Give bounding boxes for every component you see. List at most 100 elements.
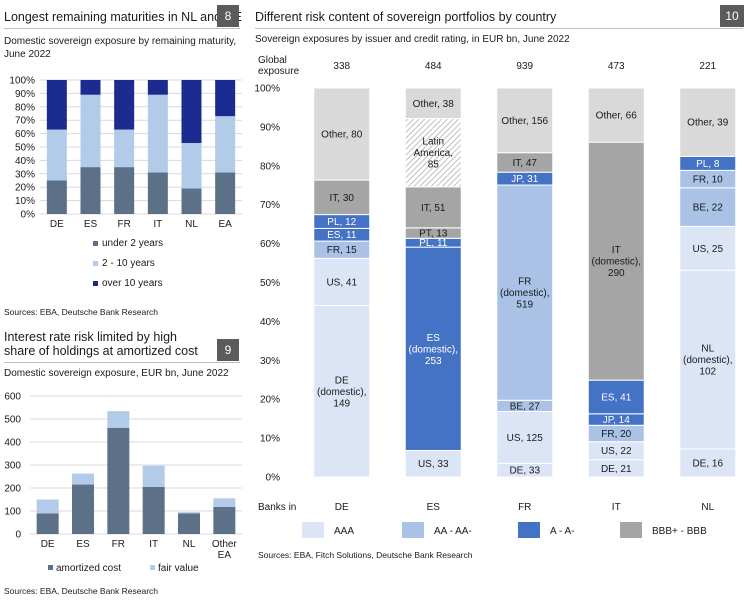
segment-label: PT, 13 — [419, 229, 448, 240]
segment-label: (domestic), — [683, 355, 732, 366]
y-tick-label: 30% — [15, 169, 35, 180]
global-exposure-value: 338 — [333, 61, 350, 72]
segment-label: Other, 66 — [596, 111, 638, 122]
bar-segment — [178, 513, 200, 534]
segment-label: DE — [335, 375, 349, 386]
y-tick-label: 0 — [15, 530, 21, 541]
segment-label: IT, 51 — [421, 203, 446, 214]
global-exposure-label: Global — [258, 55, 287, 66]
segment-label: US, 41 — [326, 277, 357, 288]
y-tick-label: 90% — [15, 89, 35, 100]
y-tick-label: 60% — [15, 129, 35, 140]
segment-label: PL, 12 — [327, 217, 356, 228]
segment-label: PL, 11 — [419, 238, 448, 249]
global-exposure-value: 484 — [425, 61, 442, 72]
panel9-title-line1: Interest rate risk limited by high — [4, 330, 177, 344]
panel10-divider — [255, 28, 743, 29]
legend-swatch — [93, 281, 98, 286]
bar-segment — [496, 87, 554, 154]
bar-segment — [147, 80, 168, 95]
segment-label: JP, 31 — [511, 174, 538, 185]
segment-label: ES, 11 — [327, 230, 357, 241]
segment-label: ES — [427, 333, 441, 344]
panel10-number-badge: 10 — [720, 5, 744, 27]
segment-label: PL, 8 — [696, 159, 720, 170]
bar-segment — [114, 129, 135, 168]
y-tick-label: 20% — [260, 395, 280, 406]
segment-label: FR, 20 — [601, 429, 631, 440]
panel10-source: Sources: EBA, Fitch Solutions, Deutsche … — [258, 550, 473, 560]
panel9-title: Interest rate risk limited by high share… — [4, 330, 198, 358]
bar-segment — [46, 129, 67, 181]
segment-label: BE, 22 — [693, 203, 723, 214]
bar-segment — [72, 473, 94, 485]
y-tick-label: 60% — [260, 239, 280, 250]
legend-label: fair value — [158, 563, 199, 574]
maturity-chart: 0% 10% 20% 30% 40% 50% 60% 70% 80% 90% 100% DE ES FR I… — [9, 76, 242, 289]
legend-label: under 2 years — [102, 238, 163, 249]
bar-segment — [404, 118, 462, 188]
bar-segment — [114, 167, 135, 214]
bar-segment — [587, 87, 645, 143]
bar-segment — [142, 486, 165, 534]
global-exposure-value: 473 — [608, 61, 625, 72]
y-tick-label: 40% — [260, 317, 280, 328]
legend-swatch — [302, 522, 324, 538]
x-tick-label: EA — [218, 219, 232, 230]
legend-label: BBB+ - BBB — [652, 526, 707, 537]
segment-label: Latin — [422, 137, 444, 148]
bar-segment — [114, 80, 135, 130]
bar-segment — [213, 506, 236, 534]
segment-label: FR, 15 — [327, 245, 357, 256]
segment-label: FR, 10 — [693, 175, 723, 186]
x-tick-label: ES — [84, 219, 98, 230]
segment-label: ES, 41 — [601, 392, 631, 403]
bank-country-label: ES — [427, 502, 441, 513]
y-tick-label: 400 — [4, 438, 21, 449]
y-tick-label: 0% — [266, 473, 281, 484]
legend-swatch — [93, 241, 98, 246]
legend-label: AA - AA- — [434, 526, 472, 537]
segment-label: US, 22 — [601, 446, 632, 457]
bar-segment — [587, 141, 645, 381]
x-tick-label: IT — [153, 219, 162, 230]
y-tick-label: 0% — [21, 210, 36, 221]
panel9-title-line2: share of holdings at amortized cost — [4, 344, 198, 358]
bar-segment — [404, 449, 462, 478]
segment-label: DE, 16 — [692, 458, 723, 469]
bar-segment — [46, 180, 67, 214]
bank-country-label: IT — [612, 502, 621, 513]
segment-label: FR — [518, 277, 531, 288]
bar-segment — [181, 188, 202, 214]
bar-segment — [107, 427, 130, 534]
global-exposure-label: exposure — [258, 66, 300, 77]
x-tick-label: ES — [76, 539, 90, 550]
segment-label: US, 33 — [418, 459, 449, 470]
bar-segment — [215, 172, 236, 214]
segment-label: DE, 21 — [601, 464, 632, 475]
segment-label: BE, 27 — [510, 401, 540, 412]
panel8-subtitle: Domestic sovereign exposure by remaining… — [4, 36, 237, 60]
global-exposure-value: 939 — [516, 61, 533, 72]
x-tick-label: NL — [185, 219, 198, 230]
y-tick-label: 70% — [15, 116, 35, 127]
panel8-title: Longest remaining maturities in NL and D… — [4, 10, 242, 24]
bar-segment — [147, 172, 168, 214]
x-tick-label: NL — [183, 539, 196, 550]
x-tick-label: FR — [117, 219, 130, 230]
panel10-subtitle: Sovereign exposures by issuer and credit… — [255, 34, 570, 45]
bar-segment — [80, 167, 101, 214]
panel9-subtitle: Domestic sovereign exposure, EUR bn, Jun… — [4, 368, 229, 379]
segment-label: (domestic), — [500, 288, 549, 299]
legend-swatch — [150, 565, 155, 570]
segment-label: IT, 47 — [513, 158, 538, 169]
bar-segment — [313, 87, 371, 181]
panel10-title: Different risk content of sovereign port… — [255, 10, 557, 24]
bar-segment — [215, 80, 236, 117]
y-tick-label: 100% — [9, 76, 35, 87]
y-tick-label: 500 — [4, 415, 21, 426]
bar-segment — [178, 512, 200, 514]
y-tick-label: 200 — [4, 484, 21, 495]
bar-segment — [36, 513, 59, 534]
legend-label: AAA — [334, 526, 354, 537]
